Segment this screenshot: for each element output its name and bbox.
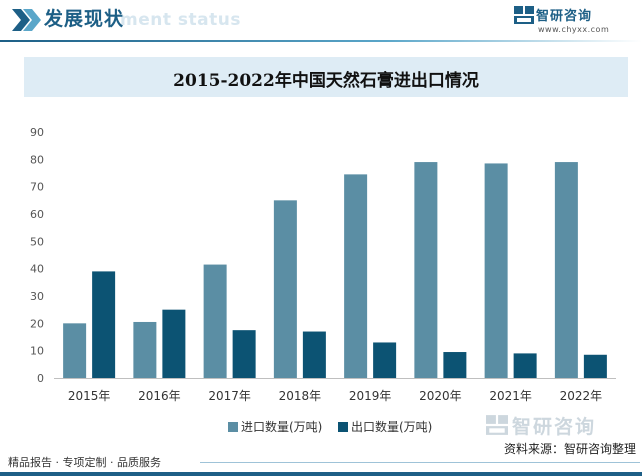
x-tick-label: 2020年 <box>419 389 462 403</box>
bar-import-6 <box>484 163 508 378</box>
page-title: 发展现状 <box>44 8 125 30</box>
footer-text: 精品报告 · 专项定制 · 品质服务 <box>8 456 161 469</box>
bar-export-5 <box>443 352 467 378</box>
y-tick-label: 50 <box>30 235 44 248</box>
y-tick-label: 40 <box>30 263 44 276</box>
bar-import-3 <box>273 200 297 378</box>
watermark-text: 智研咨询 <box>512 416 597 438</box>
bar-import-5 <box>414 162 438 378</box>
header-divider <box>0 40 642 42</box>
legend-label-export: 出口数量(万吨) <box>351 420 433 434</box>
y-tick-label: 0 <box>37 372 44 385</box>
y-tick-label: 60 <box>30 208 44 221</box>
watermark-logo-icon <box>486 415 508 435</box>
footer: 精品报告 · 专项定制 · 品质服务 <box>0 448 642 476</box>
bar-chart: 0 10 20 30 40 50 60 70 80 90 2015年 2016年 2017年 2018年 2… <box>0 110 642 410</box>
legend-item-import: 进口数量(万吨) <box>228 418 322 435</box>
bar-export-0 <box>92 271 116 378</box>
x-tick-label: 2017年 <box>208 389 251 403</box>
watermark: 智研咨询 <box>482 412 638 440</box>
source-note: 资料来源：智研咨询整理 <box>503 442 636 456</box>
x-tick-label: 2018年 <box>279 389 322 403</box>
y-tick-label: 70 <box>30 181 44 194</box>
legend-swatch-export <box>338 421 348 432</box>
bar-import-0 <box>63 323 87 378</box>
footer-bar <box>0 472 642 476</box>
x-tick-label: 2021年 <box>489 389 532 403</box>
y-tick-label: 90 <box>30 126 44 139</box>
x-tick-label: 2016年 <box>138 389 181 403</box>
bar-import-7 <box>554 162 578 378</box>
x-tick-label: 2015年 <box>68 389 111 403</box>
bar-export-1 <box>162 309 186 378</box>
legend-item-export: 出口数量(万吨) <box>338 418 432 435</box>
y-tick-label: 30 <box>30 290 44 303</box>
bar-export-4 <box>373 342 397 378</box>
header: ment status 发展现状 智研咨询 www.chyxx.com <box>0 0 642 44</box>
chart-title-band: 2015-2022年中国天然石膏进出口情况 <box>24 57 628 97</box>
page-subtitle: ment status <box>120 10 241 30</box>
x-tick-label: 2022年 <box>560 389 603 403</box>
bar-export-6 <box>513 353 537 378</box>
bar-export-3 <box>302 331 326 378</box>
y-tick-label: 80 <box>30 153 44 166</box>
bar-export-2 <box>232 330 256 378</box>
bar-import-1 <box>133 321 157 378</box>
x-tick-label: 2019年 <box>349 389 392 403</box>
footer-divider <box>200 462 640 463</box>
double-chevron-icon <box>12 9 41 31</box>
y-tick-label: 20 <box>30 317 44 330</box>
legend-swatch-import <box>228 421 238 432</box>
y-tick-label: 10 <box>30 345 44 358</box>
brand-name: 智研咨询 <box>536 9 593 24</box>
brand-url: www.chyxx.com <box>538 25 610 34</box>
legend-label-import: 进口数量(万吨) <box>241 420 323 434</box>
bar-import-2 <box>203 264 227 378</box>
chart-svg: 0 10 20 30 40 50 60 70 80 90 2015年 2016年 2017年 2018年 2… <box>30 126 616 403</box>
brand: 智研咨询 www.chyxx.com <box>514 5 634 39</box>
brand-logo-icon <box>514 6 534 24</box>
bar-export-7 <box>583 354 607 378</box>
chart-title: 2015-2022年中国天然石膏进出口情况 <box>173 71 479 91</box>
bar-import-4 <box>344 174 368 378</box>
